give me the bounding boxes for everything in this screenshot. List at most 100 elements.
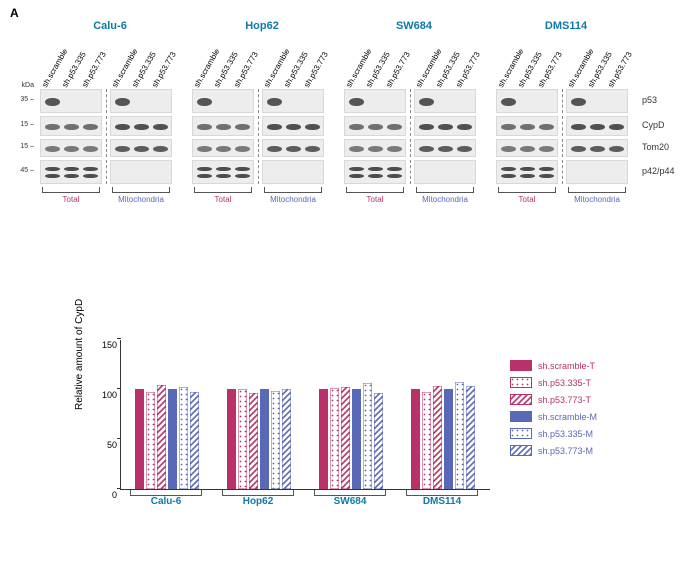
gel-half [566, 139, 628, 157]
gel-half [414, 89, 476, 113]
fraction-total-label: Total [346, 195, 404, 204]
fraction-separator [562, 89, 563, 113]
gel-half [40, 160, 102, 184]
bar-chart: Relative amount of CypD 050100150 sh.scr… [70, 330, 630, 550]
bar [249, 393, 258, 489]
legend-label: sh.scramble-M [538, 412, 597, 422]
bar [374, 393, 383, 489]
fraction-separator [106, 89, 107, 113]
fraction-separator [106, 139, 107, 157]
legend: sh.scramble-T sh.p53.335-T sh.p53.773-T sh.… [510, 360, 620, 462]
fraction-separator [258, 139, 259, 157]
y-tick-label: 50 [91, 440, 117, 450]
gel-half [262, 139, 324, 157]
bar [271, 391, 280, 489]
legend-label: sh.p53.335-M [538, 429, 593, 439]
fraction-labels: Total Mitochondria [344, 187, 484, 211]
fraction-separator [562, 160, 563, 184]
legend-item: sh.scramble-T [510, 360, 620, 371]
fraction-mito-label: Mitochondria [416, 195, 474, 204]
kda-marker: 15 – [16, 121, 34, 128]
group-label: Hop62 [222, 496, 294, 507]
gel-half [344, 160, 406, 184]
lane-labels: sh.scramblesh.p53.335sh.p53.773sh.scramb… [344, 34, 484, 89]
gel-half [40, 139, 102, 157]
bar [260, 389, 269, 489]
legend-item: sh.p53.335-M [510, 428, 620, 439]
cell-line-group: SW684 sh.scramblesh.p53.335sh.p53.773sh.s… [344, 20, 484, 211]
gel-half [496, 116, 558, 136]
fraction-labels: TotalMitochondria [496, 187, 636, 211]
gel-half [344, 116, 406, 136]
legend-swatch [510, 377, 532, 388]
gel-half [566, 116, 628, 136]
gel-half [344, 89, 406, 113]
group-label: SW684 [314, 496, 386, 507]
blot-row [40, 160, 180, 184]
gel-half [496, 139, 558, 157]
panel-label: A [10, 6, 19, 20]
bar [455, 382, 464, 489]
blot-row [344, 116, 484, 136]
gel-half [344, 139, 406, 157]
fraction-total-label: Total [42, 195, 100, 204]
gel-half [192, 116, 254, 136]
y-tick-label: 150 [91, 340, 117, 350]
legend-label: sh.p53.335-T [538, 378, 591, 388]
cell-line-title: SW684 [344, 20, 484, 32]
gel-half [192, 160, 254, 184]
blot-row [192, 160, 332, 184]
fraction-separator [562, 139, 563, 157]
blot-row [344, 160, 484, 184]
legend-item: sh.p53.773-M [510, 445, 620, 456]
gel-half [496, 160, 558, 184]
bar [168, 389, 177, 489]
legend-item: sh.p53.335-T [510, 377, 620, 388]
blot-row [192, 116, 332, 136]
gel-half [262, 116, 324, 136]
blot-row [40, 139, 180, 157]
lane-labels: sh.scramblesh.p53.335sh.p53.773sh.scramb… [192, 34, 332, 89]
gel-half [414, 139, 476, 157]
protein-name: p53 [642, 95, 657, 105]
gel-half [192, 139, 254, 157]
gel-half [496, 89, 558, 113]
bar [157, 385, 166, 489]
plot-area: 050100150 [120, 340, 490, 490]
legend-label: sh.p53.773-T [538, 395, 591, 405]
cell-line-group: Calu-6sh.scramblesh.p53.335sh.p53.773sh.… [40, 20, 180, 211]
fraction-separator [258, 89, 259, 113]
gel-half [414, 116, 476, 136]
fraction-mito-label: Mitochondria [264, 195, 322, 204]
gel-half [110, 160, 172, 184]
blot-row [192, 89, 332, 113]
bar [282, 389, 291, 489]
bar [190, 392, 199, 489]
blot-row [192, 139, 332, 157]
bar [179, 387, 188, 489]
legend-label: sh.scramble-T [538, 361, 595, 371]
kda-marker: 35 – [16, 96, 34, 103]
y-tick-label: 0 [91, 490, 117, 500]
bar [330, 388, 339, 489]
cell-line-title: DMS114 [496, 20, 636, 32]
bar [352, 389, 361, 489]
cell-line-group: Hop62sh.scramblesh.p53.335sh.p53.773sh.s… [192, 20, 332, 211]
gel-half [566, 89, 628, 113]
blot-row [344, 139, 484, 157]
bar [466, 386, 475, 489]
cell-line-group: DMS114sh.scramblesh.p53.335sh.p53.773sh.… [496, 20, 636, 211]
fraction-separator [258, 160, 259, 184]
fraction-separator [562, 116, 563, 136]
legend-swatch [510, 360, 532, 371]
bar [319, 389, 328, 489]
blot-row [496, 160, 636, 184]
legend-swatch [510, 411, 532, 422]
bar [444, 389, 453, 489]
protein-name: CypD [642, 120, 665, 130]
gel-half [110, 89, 172, 113]
y-tick-label: 100 [91, 390, 117, 400]
fraction-separator [410, 116, 411, 136]
gel-half [192, 89, 254, 113]
group-label: DMS114 [406, 496, 478, 507]
